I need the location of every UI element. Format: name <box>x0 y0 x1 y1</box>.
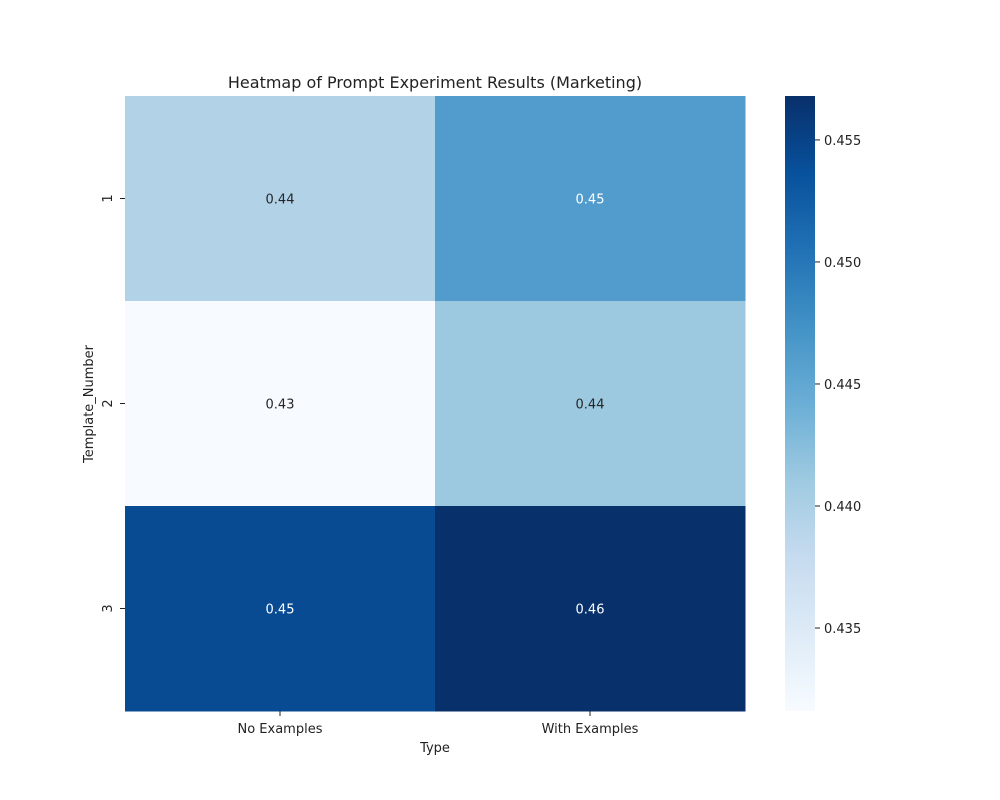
y-tick-label: 3 <box>101 604 116 612</box>
colorbar-gradient <box>785 96 815 711</box>
x-tick-label: With Examples <box>542 722 639 737</box>
cell-value-label: 0.45 <box>576 193 605 208</box>
y-axis-title: Template_Number <box>82 344 97 464</box>
colorbar-ticks: 0.435 0.440 0.445 0.450 0.455 <box>815 134 861 637</box>
y-tick-label: 2 <box>101 399 116 407</box>
chart-title: Heatmap of Prompt Experiment Results (Ma… <box>228 73 642 92</box>
heatmap-cell <box>125 506 436 712</box>
colorbar-tick-label: 0.435 <box>824 622 861 637</box>
colorbar-tick-label: 0.450 <box>824 256 861 271</box>
heatmap-cell <box>435 301 746 507</box>
colorbar-tick-label: 0.440 <box>824 500 861 515</box>
cell-value-label: 0.44 <box>576 398 605 413</box>
x-axis: No Examples With Examples <box>238 711 639 737</box>
colorbar-tick-label: 0.445 <box>824 378 861 393</box>
heatmap-cell <box>435 96 746 302</box>
y-axis: 1 2 3 <box>101 194 125 613</box>
cell-value-label: 0.43 <box>266 398 295 413</box>
colorbar-tick-label: 0.455 <box>824 134 861 149</box>
y-tick-label: 1 <box>101 194 116 202</box>
heatmap-cell <box>125 301 436 507</box>
heatmap-cell <box>125 96 436 302</box>
cell-value-label: 0.44 <box>266 193 295 208</box>
heatmap-cells: 0.44 0.45 0.43 0.44 0.45 0.46 <box>125 96 746 712</box>
cell-value-label: 0.46 <box>576 603 605 618</box>
cell-value-label: 0.45 <box>266 603 295 618</box>
heatmap-cell <box>435 506 746 712</box>
colorbar: 0.435 0.440 0.445 0.450 0.455 <box>785 96 861 711</box>
x-axis-title: Type <box>419 741 450 756</box>
x-tick-label: No Examples <box>238 722 323 737</box>
